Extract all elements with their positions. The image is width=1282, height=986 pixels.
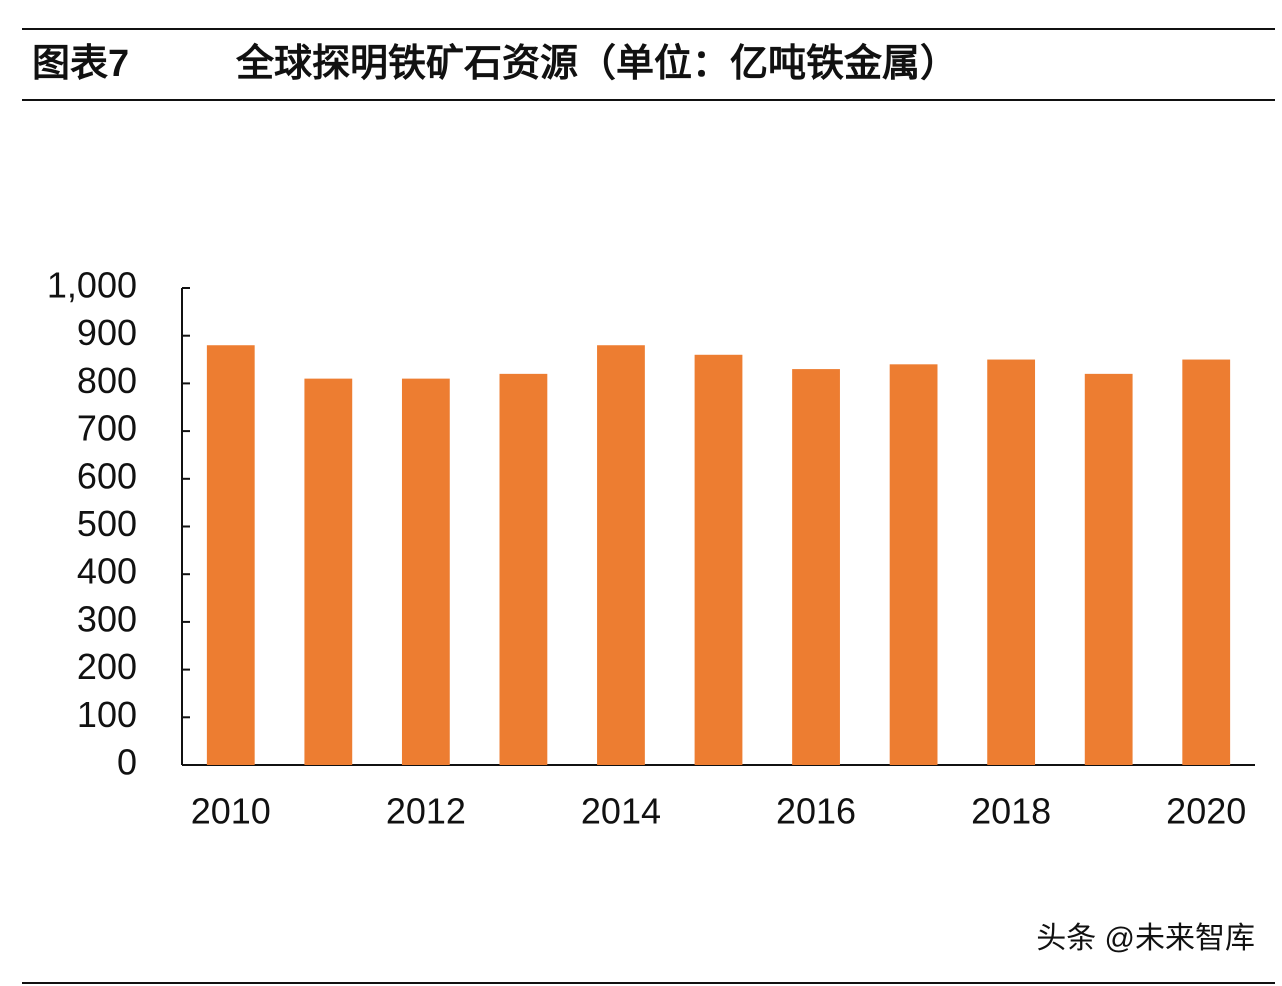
y-tick-label: 400 [77, 551, 137, 592]
bar [987, 359, 1036, 765]
chart-title: 全球探明铁矿石资源（单位：亿吨铁金属） [235, 42, 958, 85]
bar [597, 345, 645, 765]
bar [206, 345, 255, 765]
y-tick-label: 600 [77, 455, 137, 496]
watermark: 头条 @未来智库 [1036, 922, 1255, 955]
bar [304, 378, 353, 765]
bar [1084, 373, 1133, 765]
y-tick-label: 900 [77, 312, 137, 353]
bar [792, 369, 840, 765]
y-tick-label: 100 [77, 694, 137, 735]
x-tick-label: 2018 [971, 791, 1051, 832]
bar [499, 373, 548, 765]
bar [401, 378, 450, 765]
bar [694, 354, 743, 765]
bar [889, 364, 938, 765]
y-tick-label: 0 [117, 742, 137, 783]
x-tick-label: 2014 [581, 791, 661, 832]
x-tick-label: 2020 [1166, 791, 1246, 832]
y-tick-label: 500 [77, 503, 137, 544]
figure-label: 图表7 [32, 43, 129, 85]
x-tick-label: 2010 [191, 791, 271, 832]
y-tick-label: 700 [77, 408, 137, 449]
bar [1182, 359, 1231, 765]
y-tick-label: 300 [77, 598, 137, 639]
y-tick-label: 800 [77, 360, 137, 401]
x-tick-label: 2012 [386, 791, 466, 832]
y-tick-label: 1,000 [47, 265, 137, 306]
y-tick-label: 200 [77, 646, 137, 687]
x-tick-label: 2016 [776, 791, 856, 832]
